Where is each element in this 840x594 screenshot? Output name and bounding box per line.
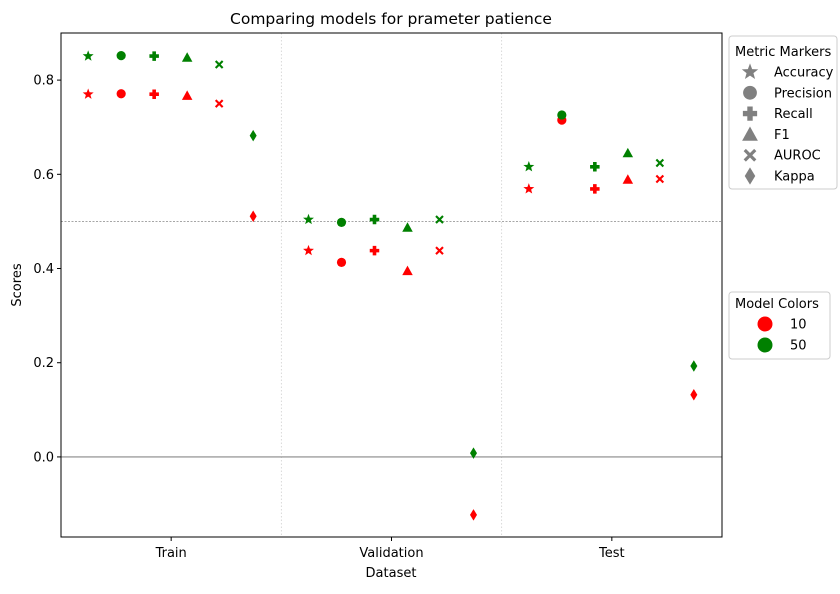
data-point-f1 bbox=[622, 174, 634, 184]
metric-legend: Metric Markers Accuracy Precision Recall F1… bbox=[728, 35, 838, 190]
legend-marker-f1 bbox=[742, 126, 758, 141]
legend-model-label: 50 bbox=[790, 339, 807, 354]
legend-marker-recall bbox=[742, 106, 758, 121]
metric-legend-title: Metric Markers bbox=[735, 45, 831, 60]
data-point-kappa bbox=[690, 360, 698, 372]
x-tick-label: Validation bbox=[359, 546, 423, 561]
data-point-f1 bbox=[181, 52, 193, 62]
legend-model-label: 10 bbox=[790, 318, 807, 333]
data-point-kappa bbox=[470, 509, 477, 521]
plot-frame bbox=[60, 32, 723, 538]
legend-marker-accuracy bbox=[741, 63, 759, 79]
y-tick-label: 0.6 bbox=[33, 168, 54, 183]
legend-marker-auroc bbox=[743, 148, 757, 162]
data-point-auroc bbox=[435, 246, 444, 255]
y-tick-label: 0.0 bbox=[33, 450, 54, 465]
legend-model-marker bbox=[757, 316, 773, 332]
data-point-kappa bbox=[249, 129, 257, 142]
data-point-accuracy bbox=[303, 213, 314, 225]
data-point-kappa bbox=[470, 447, 477, 459]
legend-label-auroc: AUROC bbox=[774, 149, 821, 164]
data-point-f1 bbox=[181, 90, 193, 100]
data-point-recall bbox=[369, 214, 380, 225]
data-point-precision bbox=[336, 257, 347, 267]
x-tick-label: Test bbox=[598, 546, 625, 561]
data-point-precision bbox=[336, 217, 347, 227]
legend-label-f1: F1 bbox=[774, 128, 790, 143]
data-point-recall bbox=[590, 162, 600, 172]
data-point-f1 bbox=[402, 265, 413, 276]
y-tick-label: 0.4 bbox=[33, 262, 54, 277]
model-legend-title: Model Colors bbox=[735, 297, 819, 312]
data-point-accuracy bbox=[303, 244, 314, 256]
data-point-auroc bbox=[214, 60, 224, 69]
legend-marker-kappa bbox=[744, 167, 756, 185]
legend-model-marker bbox=[757, 337, 773, 353]
legend-marker-precision bbox=[743, 85, 757, 100]
data-point-kappa bbox=[249, 210, 257, 222]
data-point-auroc bbox=[214, 99, 224, 108]
x-axis-label: Dataset bbox=[366, 566, 417, 581]
data-point-accuracy bbox=[82, 50, 94, 61]
metric-legend-items: Accuracy Precision Recall F1 AUROC Kappa bbox=[741, 63, 834, 185]
data-point-precision bbox=[116, 51, 126, 61]
data-point-f1 bbox=[402, 222, 413, 232]
data-point-precision bbox=[557, 110, 567, 120]
model-legend-frame bbox=[728, 291, 831, 360]
plot-area: 0.0 0.2 0.4 0.6 0.8 Train Validation Test bbox=[33, 33, 722, 561]
legend-label-accuracy: Accuracy bbox=[774, 66, 834, 81]
chart-title: Comparing models for prameter patience bbox=[230, 10, 552, 28]
data-point-auroc bbox=[655, 158, 665, 168]
data-point-accuracy bbox=[523, 161, 535, 172]
data-point-recall bbox=[369, 245, 380, 256]
legend-label-kappa: Kappa bbox=[774, 170, 815, 185]
data-point-kappa bbox=[690, 388, 698, 401]
data-point-recall bbox=[149, 89, 159, 99]
legend-label-recall: Recall bbox=[774, 107, 813, 122]
data-point-accuracy bbox=[523, 183, 535, 194]
y-tick-label: 0.2 bbox=[33, 356, 54, 371]
legend-label-precision: Precision bbox=[774, 86, 832, 101]
data-point-auroc bbox=[655, 174, 665, 184]
data-point-f1 bbox=[622, 147, 634, 158]
y-axis-label: Scores bbox=[10, 263, 25, 306]
data-point-recall bbox=[590, 184, 600, 194]
data-point-recall bbox=[149, 51, 159, 61]
data-point-auroc bbox=[435, 215, 444, 224]
data-point-precision bbox=[116, 89, 126, 99]
data-point-accuracy bbox=[82, 88, 94, 99]
y-tick-label: 0.8 bbox=[33, 74, 54, 89]
x-tick-label: Train bbox=[155, 546, 187, 561]
